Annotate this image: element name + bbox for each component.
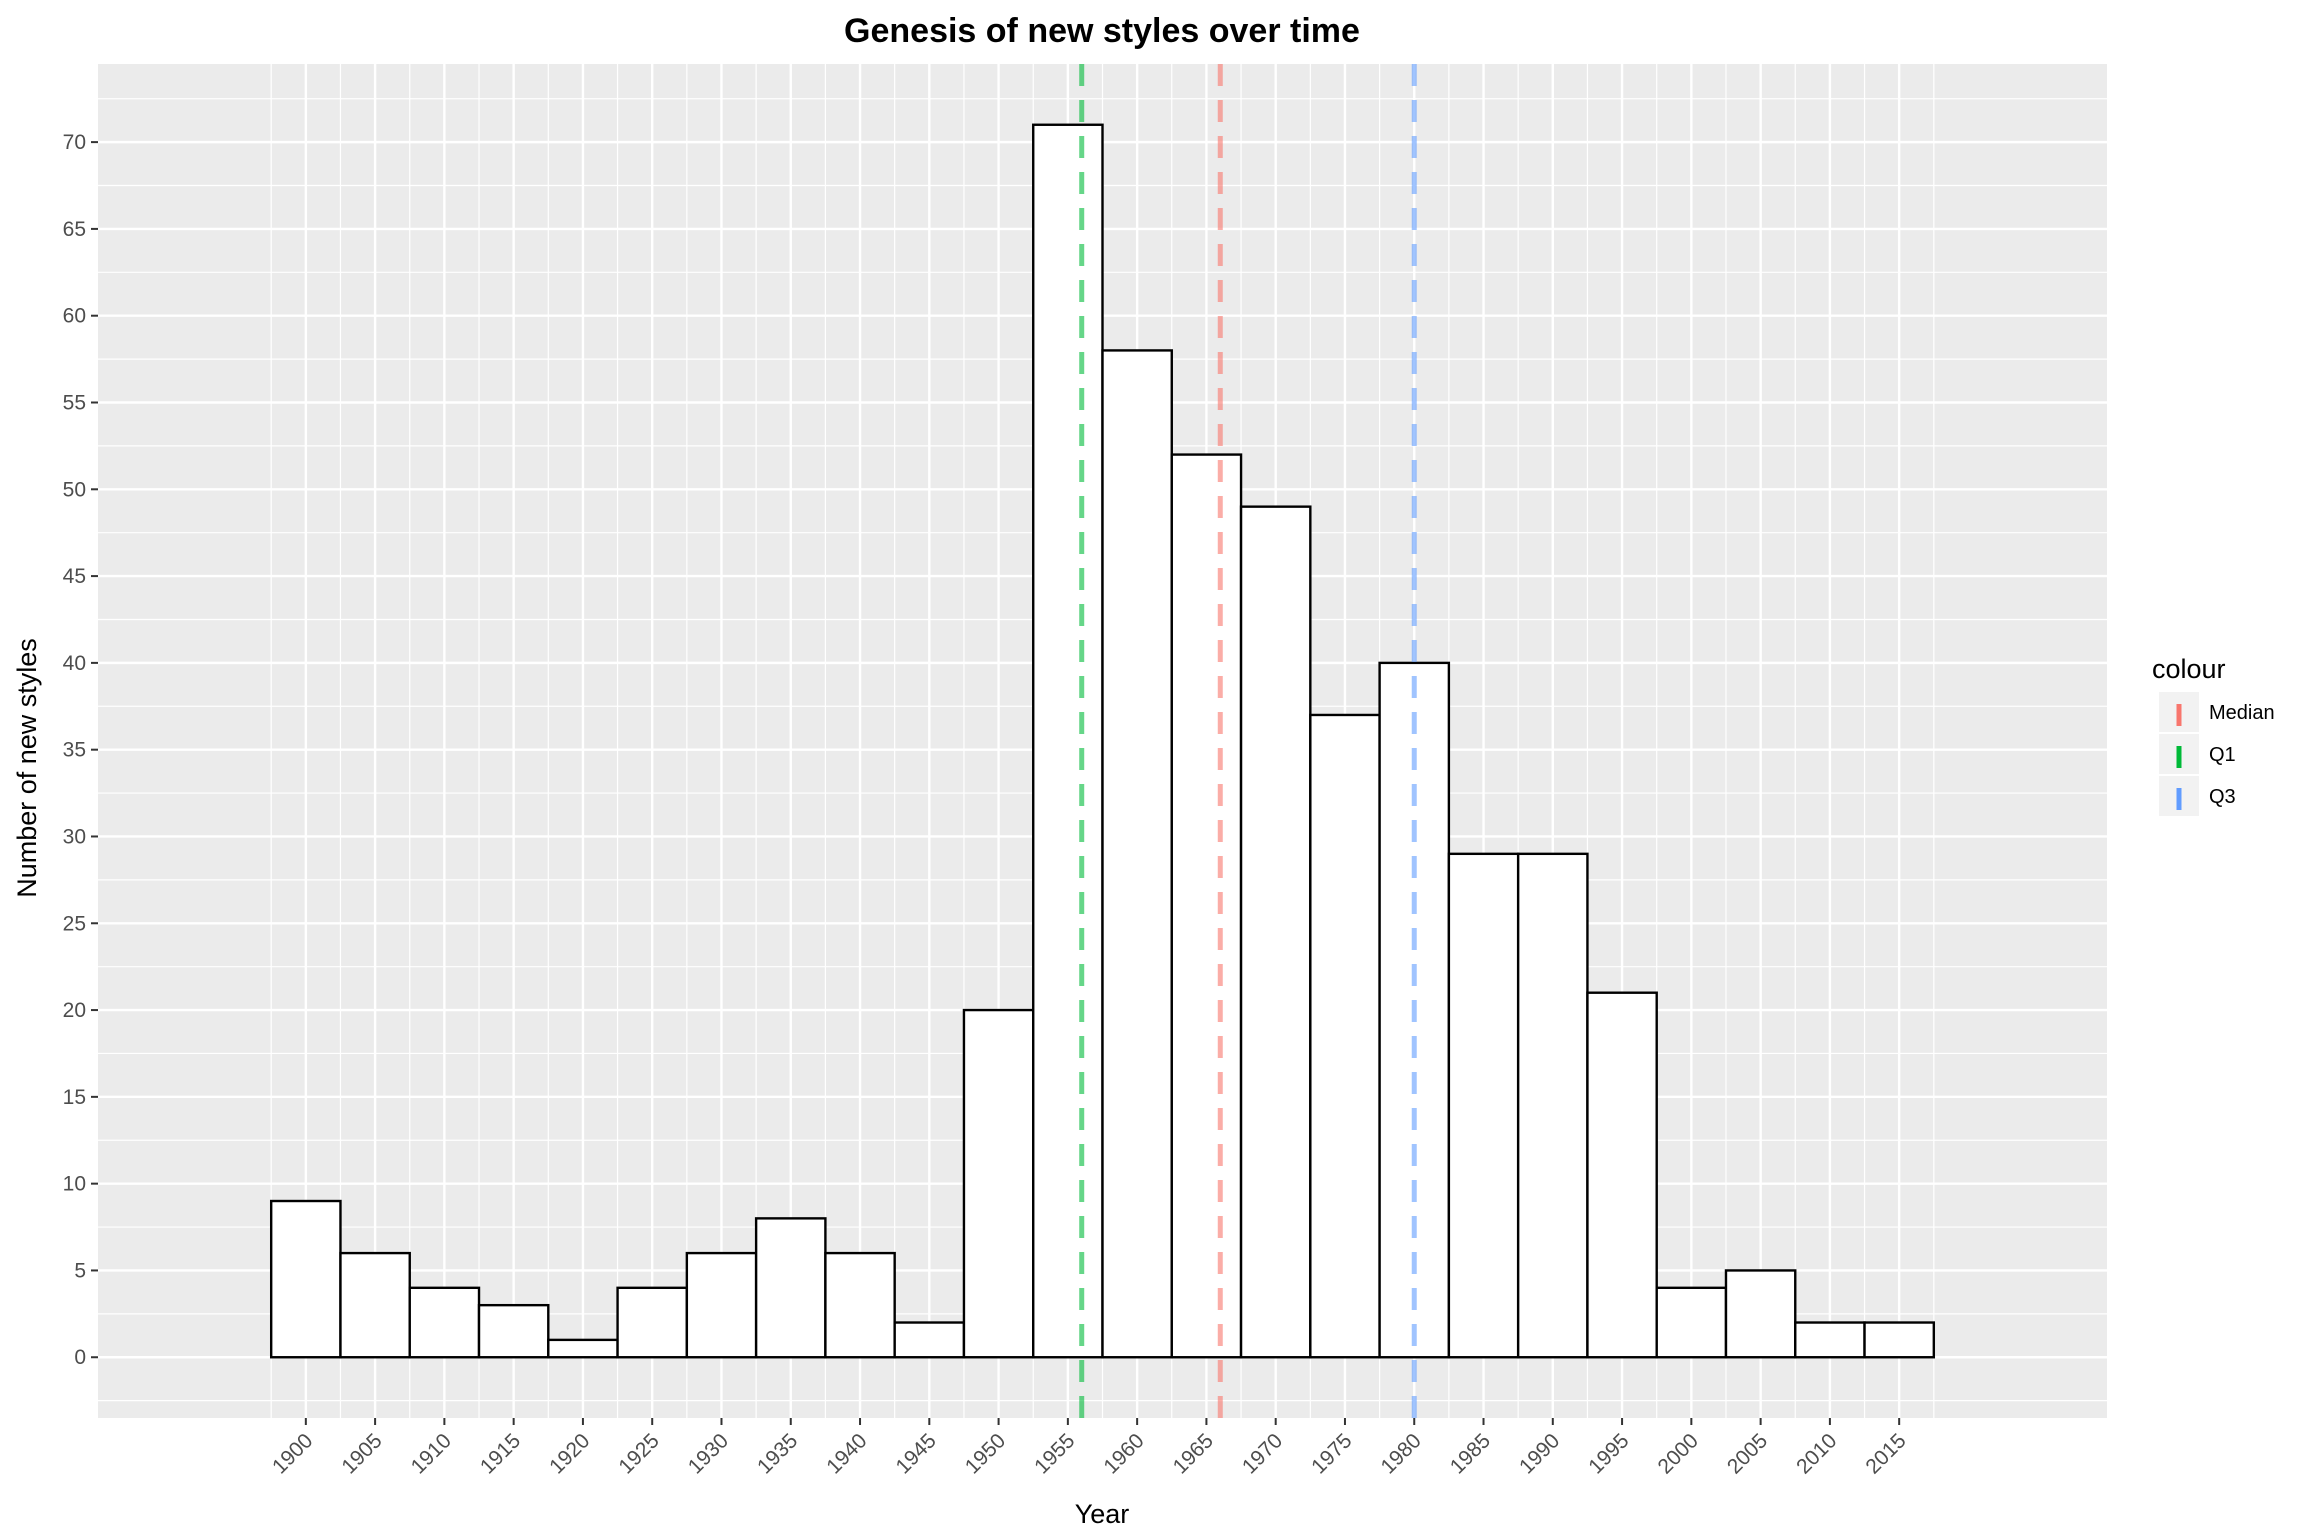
y-tick-label: 35 [63, 739, 86, 762]
y-tick-label: 10 [63, 1173, 86, 1196]
histogram-bar [962, 1008, 1035, 1359]
histogram-bar [339, 1251, 411, 1359]
x-tick-label: 1980 [1376, 1429, 1425, 1478]
y-tick-label: 25 [63, 912, 86, 935]
histogram-bars [269, 123, 1936, 1359]
y-tick-label: 50 [63, 478, 86, 501]
legend-label: Median [2209, 702, 2275, 724]
chart-title: Genesis of new styles over time [844, 12, 1360, 50]
legend-label: Q3 [2209, 786, 2236, 808]
legend-label: Q1 [2209, 744, 2236, 766]
x-tick-label: 1930 [684, 1429, 733, 1478]
x-tick-label: 2010 [1792, 1429, 1841, 1478]
x-tick-label: 1945 [892, 1429, 941, 1478]
y-tick-label: 70 [63, 131, 86, 154]
histogram-bar [1586, 991, 1658, 1359]
x-axis-title: Year [1075, 1499, 1130, 1529]
histogram-bar [824, 1251, 896, 1359]
x-tick-label: 2000 [1654, 1429, 1703, 1478]
x-tick-label: 1970 [1238, 1429, 1287, 1478]
x-tick-label: 1910 [407, 1429, 456, 1478]
y-tick-label: 15 [63, 1086, 86, 1109]
y-tick-label: 20 [63, 999, 86, 1022]
y-tick-label: 40 [63, 652, 86, 675]
histogram-bar [1447, 852, 1520, 1359]
x-tick-label: 1990 [1515, 1429, 1564, 1478]
x-tick-label: 1900 [268, 1429, 317, 1478]
histogram-bar [269, 1199, 342, 1359]
x-tick-label: 1905 [337, 1429, 386, 1478]
y-tick-label: 65 [63, 218, 86, 241]
legend: colour Median Q1 Q3 [2152, 654, 2275, 816]
x-tick-label: 2005 [1723, 1429, 1772, 1478]
histogram-bar [1170, 453, 1243, 1359]
reference-lines [1079, 64, 1417, 1418]
y-tick-label: 55 [63, 392, 86, 415]
x-tick-label: 1985 [1446, 1429, 1495, 1478]
histogram-bar [1239, 505, 1312, 1359]
histogram-bar [547, 1338, 619, 1359]
histogram-bar [1516, 852, 1589, 1359]
x-tick-label: 1995 [1584, 1429, 1633, 1478]
histogram-bar [893, 1321, 966, 1359]
y-axis-title: Number of new styles [12, 638, 42, 898]
histogram-bar [477, 1303, 550, 1359]
x-tick-label: 1925 [614, 1429, 663, 1478]
histogram-bar [1655, 1286, 1728, 1359]
y-tick-label: 0 [74, 1346, 86, 1369]
histogram-bar [1724, 1269, 1797, 1359]
histogram-bar [754, 1217, 827, 1359]
histogram-bar [1101, 349, 1173, 1359]
y-tick-label: 60 [63, 305, 86, 328]
x-tick-label: 1960 [1099, 1429, 1148, 1478]
x-tick-label: 1950 [961, 1429, 1010, 1478]
x-tick-label: 1940 [822, 1429, 871, 1478]
x-axis-ticks: 1900 1905 1910 1915 1920 1925 1930 1935 1940 1945… [268, 1418, 1911, 1479]
x-tick-label: 1935 [753, 1429, 802, 1478]
y-tick-label: 30 [63, 825, 86, 848]
y-tick-label: 45 [63, 565, 86, 588]
histogram-bar [1794, 1321, 1866, 1359]
histogram-bar [408, 1286, 481, 1359]
histogram-bar [1309, 713, 1381, 1359]
x-tick-label: 1975 [1307, 1429, 1356, 1478]
histogram-bar [616, 1286, 689, 1359]
x-tick-label: 1955 [1030, 1429, 1079, 1478]
histogram-bar [1863, 1321, 1936, 1359]
y-axis-ticks: 0 5 10 15 20 25 30 35 40 45 50 55 60 65 70 [63, 131, 98, 1369]
y-tick-label: 5 [74, 1259, 86, 1282]
x-tick-label: 2015 [1861, 1429, 1910, 1478]
legend-title: colour [2152, 654, 2226, 684]
x-tick-label: 1965 [1169, 1429, 1218, 1478]
x-tick-label: 1920 [545, 1429, 594, 1478]
histogram-bar [685, 1251, 758, 1359]
x-tick-label: 1915 [476, 1429, 525, 1478]
histogram-bar [1032, 123, 1104, 1359]
